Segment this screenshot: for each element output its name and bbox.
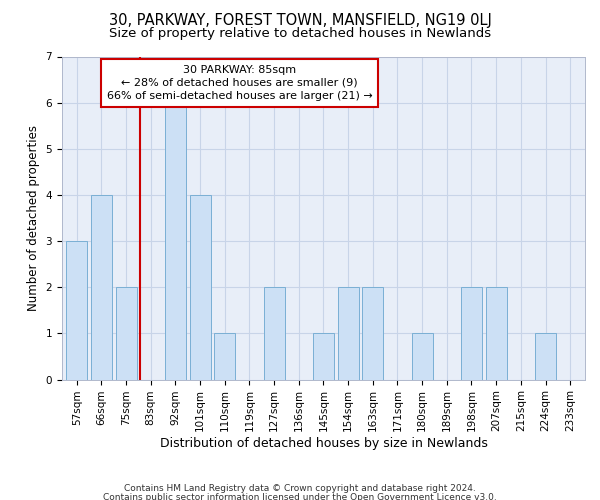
Bar <box>66 241 87 380</box>
Y-axis label: Number of detached properties: Number of detached properties <box>27 125 40 311</box>
Bar <box>412 334 433 380</box>
Bar <box>362 288 383 380</box>
Bar <box>338 288 359 380</box>
Text: Contains public sector information licensed under the Open Government Licence v3: Contains public sector information licen… <box>103 492 497 500</box>
Bar <box>91 195 112 380</box>
Bar <box>313 334 334 380</box>
Bar <box>263 288 284 380</box>
Bar <box>214 334 235 380</box>
Bar <box>461 288 482 380</box>
Text: 30, PARKWAY, FOREST TOWN, MANSFIELD, NG19 0LJ: 30, PARKWAY, FOREST TOWN, MANSFIELD, NG1… <box>109 12 491 28</box>
Text: 30 PARKWAY: 85sqm
← 28% of detached houses are smaller (9)
66% of semi-detached : 30 PARKWAY: 85sqm ← 28% of detached hous… <box>107 64 373 101</box>
Text: Size of property relative to detached houses in Newlands: Size of property relative to detached ho… <box>109 28 491 40</box>
Text: Contains HM Land Registry data © Crown copyright and database right 2024.: Contains HM Land Registry data © Crown c… <box>124 484 476 493</box>
Bar <box>165 102 186 380</box>
Bar <box>485 288 506 380</box>
Bar <box>190 195 211 380</box>
Bar <box>535 334 556 380</box>
X-axis label: Distribution of detached houses by size in Newlands: Distribution of detached houses by size … <box>160 437 487 450</box>
Bar <box>116 288 137 380</box>
